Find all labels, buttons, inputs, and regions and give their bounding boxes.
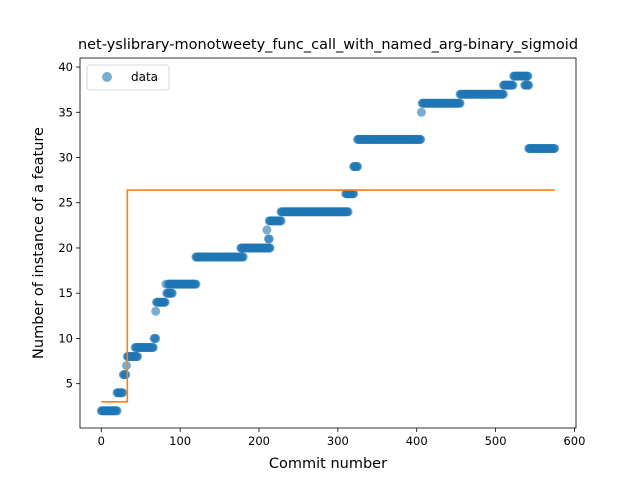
- data-point: [265, 243, 275, 253]
- x-tick-label: 500: [485, 434, 507, 448]
- y-axis-label: Number of instance of a feature: [31, 127, 47, 359]
- y-tick-label: 10: [58, 331, 73, 345]
- data-point: [550, 143, 560, 153]
- data-point: [343, 207, 353, 217]
- data-point: [416, 134, 426, 144]
- data-point: [264, 234, 274, 244]
- data-point: [262, 225, 272, 235]
- data-point: [349, 189, 359, 199]
- data-point: [276, 216, 286, 226]
- x-tick-label: 400: [406, 434, 428, 448]
- x-axis-label: Commit number: [269, 456, 387, 472]
- y-tick-label: 20: [58, 241, 73, 255]
- x-axis-ticks: 0 100 200 300 400 500 600: [98, 428, 585, 448]
- plot-area: [96, 71, 560, 416]
- data-point: [508, 80, 518, 90]
- data-point: [191, 279, 201, 289]
- data-point: [112, 406, 122, 416]
- x-tick-label: 0: [98, 434, 105, 448]
- axes-frame: [79, 57, 577, 429]
- data-point: [455, 98, 465, 108]
- chart-title: net-yslibrary-monotweety_func_call_with_…: [78, 37, 578, 53]
- fit-line: [101, 189, 555, 403]
- data-point: [151, 333, 161, 343]
- x-tick-label: 100: [169, 434, 191, 448]
- legend: data: [86, 64, 170, 91]
- data-point: [416, 107, 426, 117]
- data-point: [151, 306, 161, 316]
- data-point: [148, 342, 158, 352]
- data-point: [167, 288, 177, 298]
- legend-box: [86, 64, 170, 91]
- data-point: [118, 388, 128, 398]
- data-point: [238, 252, 248, 262]
- y-tick-label: 5: [66, 377, 73, 391]
- legend-marker-data: [102, 72, 112, 82]
- x-tick-label: 600: [563, 434, 585, 448]
- data-point: [353, 162, 363, 172]
- x-tick-label: 200: [248, 434, 270, 448]
- y-axis-ticks: 5 10 15 20 25 30 35 40: [58, 60, 80, 391]
- y-tick-label: 40: [58, 60, 73, 74]
- data-point: [524, 80, 534, 90]
- x-tick-label: 300: [327, 434, 349, 448]
- data-point: [523, 71, 533, 81]
- y-tick-label: 30: [58, 151, 73, 165]
- data-point: [160, 297, 170, 307]
- data-point: [498, 89, 508, 99]
- data-point: [121, 370, 131, 380]
- y-tick-label: 25: [58, 196, 73, 210]
- y-tick-label: 15: [58, 286, 73, 300]
- data-point: [133, 352, 143, 362]
- legend-label-data: data: [131, 70, 158, 84]
- y-tick-label: 35: [58, 105, 73, 119]
